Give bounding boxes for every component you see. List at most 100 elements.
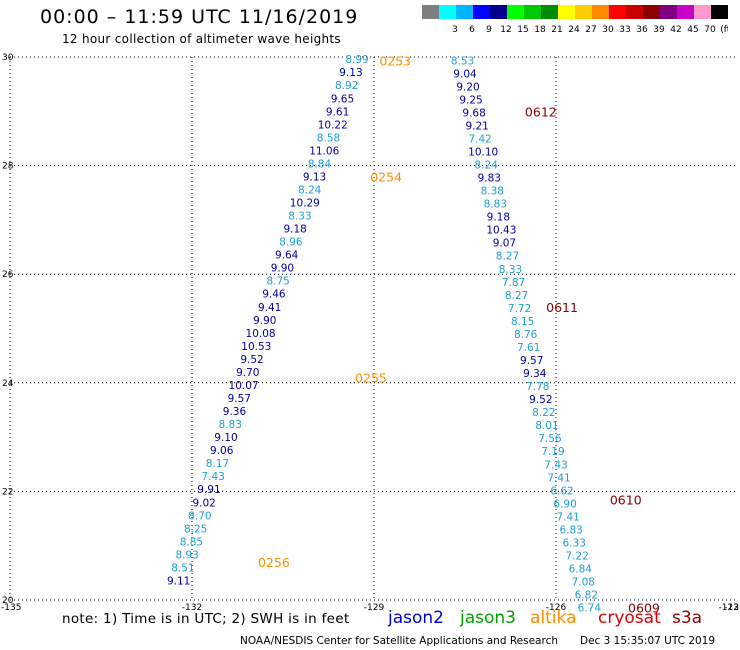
colorbar-label: 70: [704, 25, 716, 35]
x-tick-label: -123: [719, 603, 739, 613]
wave-height-value: 9.41: [258, 302, 281, 314]
y-tick-label: 28: [2, 162, 14, 172]
pass-time-label: 0611: [546, 300, 578, 315]
wave-height-value: 9.34: [523, 368, 547, 380]
wave-height-value: 8.27: [505, 290, 528, 302]
wave-height-value: 8.93: [175, 549, 198, 561]
pass-time-label: 0255: [355, 370, 387, 385]
wave-height-value: 9.57: [520, 355, 543, 367]
colorbar-label: 24: [568, 25, 580, 35]
wave-height-value: 7.41: [547, 472, 570, 484]
wave-height-value: 10.22: [318, 119, 348, 131]
wave-height-value: 7.43: [544, 459, 567, 471]
wave-height-value: 6.62: [550, 485, 573, 497]
wave-height-value: 6.74: [578, 603, 602, 615]
footnote: note: 1) Time is in UTC; 2) SWH is in fe…: [62, 611, 350, 627]
colorbar-cell: [456, 5, 473, 19]
wave-height-value: 8.84: [308, 158, 332, 170]
legend-altika: altika: [530, 608, 577, 628]
wave-height-value: 9.61: [326, 106, 349, 118]
wave-height-value: 8.83: [219, 419, 242, 431]
wave-height-value: 8.92: [335, 80, 358, 92]
wave-height-value: 6.90: [553, 498, 576, 510]
wave-height-value: 8.85: [180, 536, 203, 548]
wave-height-value: 8.33: [288, 211, 311, 223]
x-tick-label: -12: [724, 603, 739, 613]
wave-height-value: 8.24: [298, 184, 322, 196]
colorbar-cell: [660, 5, 677, 19]
colorbar-label: 15: [517, 25, 528, 35]
colorbar-label: 18: [534, 25, 546, 35]
wave-height-value: 8.83: [484, 199, 507, 211]
y-tick-label: 30: [2, 53, 14, 63]
y-tick-label: 24: [2, 379, 14, 389]
wave-height-value: 9.18: [487, 212, 510, 224]
pass-time-label: 0254: [370, 169, 402, 184]
wave-height-value: 7.22: [566, 550, 589, 562]
colorbar-cell: [473, 5, 490, 19]
colorbar-cell: [541, 5, 558, 19]
wave-height-value: 8.58: [317, 132, 340, 144]
wave-height-value: 8.01: [535, 420, 558, 432]
legend-s3a: s3a: [672, 608, 703, 628]
wave-height-value: 8.17: [206, 458, 229, 470]
wave-height-value: 7.19: [541, 446, 564, 458]
wave-height-value: 9.68: [462, 107, 485, 119]
wave-height-value: 9.46: [262, 289, 286, 301]
y-tick-label: 20: [2, 596, 14, 606]
wave-height-value: 9.11: [167, 575, 190, 587]
wave-height-value: 9.13: [303, 171, 326, 183]
wave-height-value: 9.52: [529, 394, 552, 406]
wave-height-value: 9.91: [197, 484, 220, 496]
wave-height-value: 6.84: [569, 564, 593, 576]
credit-line: NOAA/NESDIS Center for Satellite Applica…: [240, 635, 558, 647]
colorbar-cell: [439, 5, 456, 19]
wave-height-value: 9.57: [228, 393, 251, 405]
colorbar-cell: [422, 5, 439, 19]
pass-time-label: 0610: [610, 493, 642, 508]
wave-height-value: 9.21: [465, 120, 488, 132]
wave-height-value: 11.06: [309, 145, 339, 157]
wave-height-value: 10.07: [229, 380, 259, 392]
wave-height-value: 8.24: [475, 160, 499, 172]
wave-height-value: 8.38: [481, 186, 504, 198]
wave-height-value: 9.02: [192, 497, 215, 509]
colorbar-label: 30: [602, 25, 614, 35]
wave-height-value: 7.72: [508, 303, 531, 315]
pass-time-label: 0256: [258, 555, 290, 570]
y-tick-label: 26: [2, 270, 14, 280]
wave-height-value: 9.18: [283, 224, 306, 236]
colorbar-label: 33: [619, 25, 630, 35]
wave-height-value: 9.52: [240, 354, 263, 366]
wave-height-value: 9.90: [271, 263, 294, 275]
wave-height-value: 7.42: [468, 133, 491, 145]
wave-height-value: 8.96: [279, 237, 303, 249]
wave-height-value: 10.43: [486, 225, 516, 237]
wave-height-value: 8.33: [499, 264, 522, 276]
wave-height-value: 10.08: [246, 328, 276, 340]
colorbar-label: 45: [687, 25, 698, 35]
colorbar-label: (ft): [720, 25, 728, 35]
wave-height-value: 9.90: [253, 315, 276, 327]
wave-height-value: 8.22: [532, 407, 555, 419]
wave-height-value: 8.51: [171, 562, 194, 574]
wave-height-value: 7.41: [556, 511, 579, 523]
wave-height-value: 9.20: [456, 81, 479, 93]
pass-time-label: 0609: [628, 601, 660, 616]
colorbar-cell: [694, 5, 711, 19]
pass-time-label: 0253: [379, 53, 411, 68]
x-tick-label: -132: [182, 603, 202, 613]
colorbar-label: 42: [670, 25, 681, 35]
wave-height-value: 8.15: [511, 316, 534, 328]
wave-height-value: 8.27: [496, 251, 519, 263]
wave-height-value: 8.76: [514, 329, 538, 341]
wave-height-value: 9.25: [459, 94, 482, 106]
colorbar-label: 3: [452, 25, 458, 35]
y-tick-label: 22: [2, 487, 13, 497]
colorbar-cell: [575, 5, 592, 19]
wave-height-value: 9.10: [214, 432, 237, 444]
wave-height-value: 6.83: [559, 524, 582, 536]
wave-height-value: 10.53: [241, 341, 271, 353]
chart-subtitle: 12 hour collection of altimeter wave hei…: [62, 32, 341, 46]
